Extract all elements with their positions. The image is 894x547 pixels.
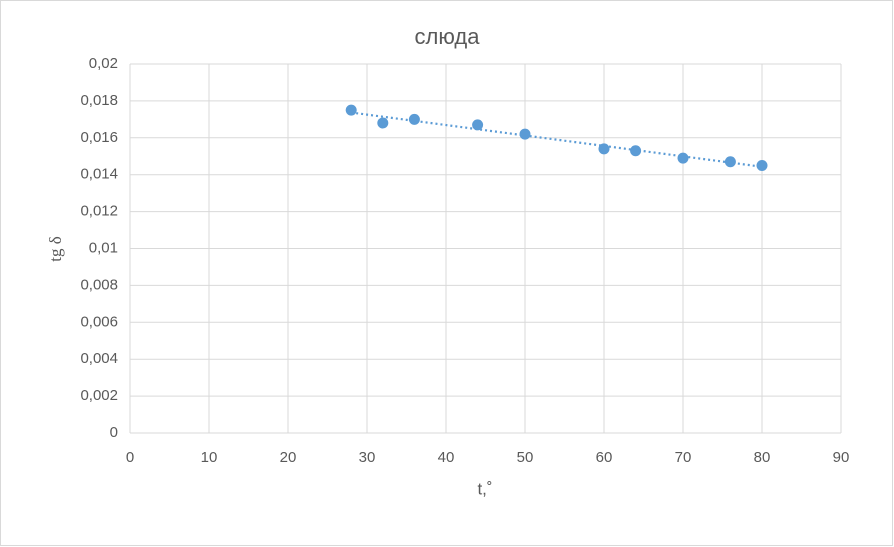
y-tick-label: 0,006	[80, 313, 118, 330]
data-point	[472, 119, 484, 131]
y-tick-label: 0,012	[80, 203, 118, 220]
y-tick-label: 0,01	[89, 239, 118, 256]
x-tick-label: 50	[517, 449, 534, 466]
y-tick-label: 0,016	[80, 129, 118, 146]
chart-title: слюда	[415, 24, 481, 49]
data-point	[677, 152, 689, 164]
x-tick-label: 70	[675, 449, 692, 466]
data-point	[724, 156, 736, 168]
x-tick-label: 20	[280, 449, 297, 466]
x-tick-label: 60	[596, 449, 613, 466]
x-tick-label: 0	[126, 449, 134, 466]
data-point	[377, 117, 389, 129]
x-tick-label: 80	[754, 449, 771, 466]
x-tick-label: 40	[438, 449, 455, 466]
y-tick-label: 0	[110, 424, 118, 441]
x-tick-label: 90	[833, 449, 850, 466]
y-tick-label: 0,02	[89, 55, 118, 72]
data-point	[345, 104, 357, 116]
y-tick-label: 0,002	[80, 387, 118, 404]
y-tick-label: 0,018	[80, 92, 118, 109]
y-tick-label: 0,004	[80, 350, 118, 367]
y-axis-label: tg δ	[46, 236, 65, 261]
x-tick-label: 30	[359, 449, 376, 466]
trendline	[351, 111, 763, 168]
x-axis-label: t,˚	[477, 479, 492, 498]
data-point	[630, 145, 642, 157]
y-tick-label: 0,014	[80, 166, 118, 183]
x-tick-label: 10	[201, 449, 218, 466]
data-point	[519, 128, 531, 140]
data-point	[598, 143, 610, 155]
data-point	[756, 159, 768, 171]
y-tick-label: 0,008	[80, 276, 118, 293]
data-point	[408, 113, 420, 125]
